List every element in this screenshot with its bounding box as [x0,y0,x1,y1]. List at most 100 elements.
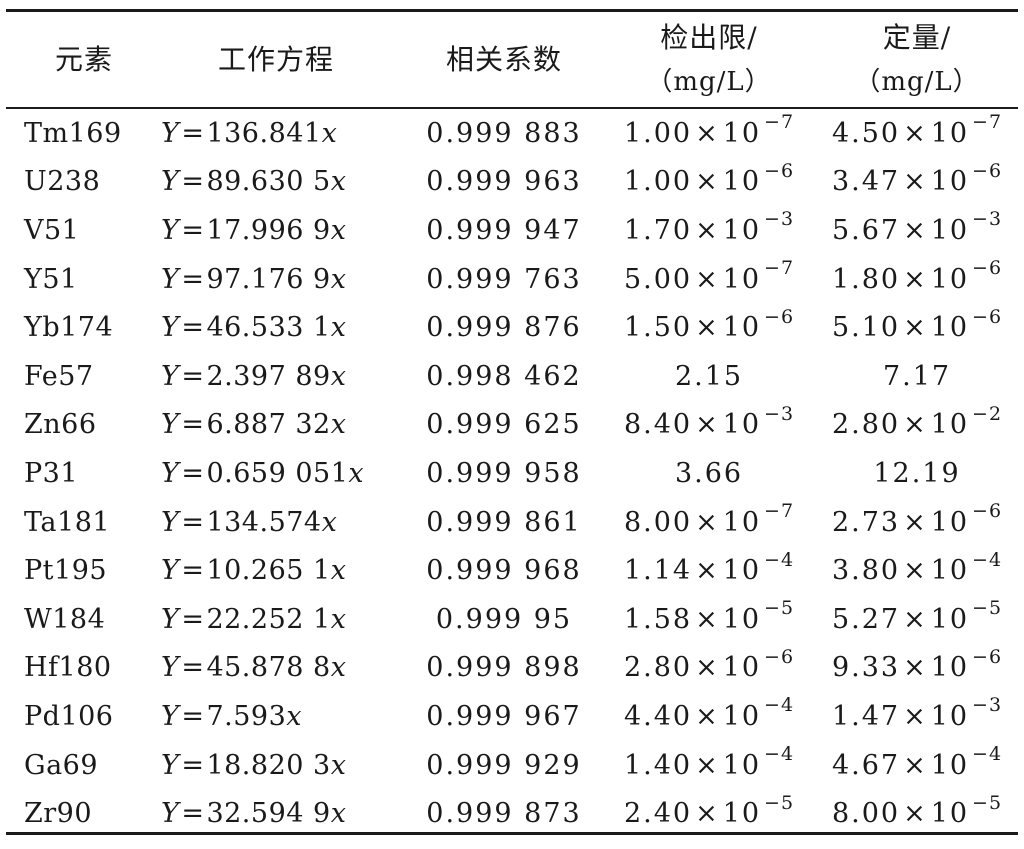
loq-exponent: −6 [972,159,1003,182]
lod-mantissa: 2.80 [623,652,693,684]
lod-exponent: −5 [764,791,795,814]
correlation-cell: 0.999 861 [426,506,582,538]
correlation-cell: 0.999 929 [426,749,582,781]
equation-x: x [348,457,365,489]
base-ten: 10 [930,409,970,441]
times-sign: × [903,263,928,295]
equation-x: x [330,360,347,392]
base-ten: 10 [930,263,970,295]
loq-mantissa: 5.27 [831,603,901,635]
loq-exponent: −6 [972,257,1003,280]
times-sign: × [903,312,928,344]
equation-slope: 136.841 [206,117,322,149]
lod-exponent: −6 [764,305,795,328]
base-ten: 10 [930,700,970,732]
lod-cell: 1.00 × 10 −6 [609,158,809,207]
base-ten: 10 [722,214,762,246]
equals-sign: = [181,555,205,587]
lod-mantissa: 4.40 [623,700,693,732]
base-ten: 10 [930,166,970,198]
equals-sign: = [181,603,205,635]
base-ten: 10 [722,749,762,781]
times-sign: × [695,214,720,246]
lod-cell: 1.50 × 10 −6 [609,303,809,352]
times-sign: × [695,506,720,538]
table-row: P31 Y = 0.659 051 x 0.999 958 3.66 12.19 [6,449,1018,498]
loq-mantissa: 8.00 [831,798,901,830]
element-cell: Hf180 [24,652,112,684]
loq-cell: 7.17 [816,352,1018,401]
equals-sign: = [181,700,205,732]
loq-mantissa: 12.19 [873,457,961,489]
lod-exponent: −3 [764,402,795,425]
lod-mantissa: 1.00 [623,166,693,198]
times-sign: × [695,652,720,684]
header-lod: 检出限/ （mg/L） [609,12,809,107]
header-correlation: 相关系数 [409,12,599,107]
table-row: U238 Y = 89.630 5 x 0.999 963 1.00 × 10 −6 3.47 × 10… [6,158,1018,207]
correlation-cell: 0.998 462 [426,360,582,392]
lod-mantissa: 2.15 [674,360,744,392]
element-cell: P31 [24,457,79,489]
loq-mantissa: 5.67 [831,214,901,246]
base-ten: 10 [722,798,762,830]
table-row: Hf180 Y = 45.878 8 x 0.999 898 2.80 × 10 −6 9.33 × 1… [6,644,1018,693]
loq-cell: 5.10 × 10 −6 [816,303,1018,352]
lod-cell: 1.58 × 10 −5 [609,595,809,644]
equation-x: x [330,749,347,781]
loq-cell: 8.00 × 10 −5 [816,789,1018,838]
element-cell: Zn66 [24,409,97,441]
correlation-cell: 0.999 883 [426,117,582,149]
lod-cell: 2.15 [609,352,809,401]
times-sign: × [903,506,928,538]
equation-slope: 45.878 8 [206,652,331,684]
equation-slope: 134.574 [206,506,322,538]
lod-exponent: −3 [764,208,795,231]
equation-y: Y [161,798,180,830]
loq-mantissa: 2.73 [831,506,901,538]
lod-cell: 2.40 × 10 −5 [609,789,809,838]
equation-slope: 46.533 1 [206,312,331,344]
lod-mantissa: 1.58 [623,603,693,635]
element-cell: Pt195 [24,555,108,587]
equation-y: Y [161,700,180,732]
table-row: Pt195 Y = 10.265 1 x 0.999 968 1.14 × 10 −4 3.80 × 1… [6,546,1018,595]
lod-cell: 1.14 × 10 −4 [609,546,809,595]
correlation-cell: 0.999 898 [426,652,582,684]
header-equation: 工作方程 [161,12,391,107]
times-sign: × [695,409,720,441]
equation-y: Y [161,555,180,587]
element-cell: Zr90 [24,798,93,830]
correlation-cell: 0.999 958 [426,457,582,489]
base-ten: 10 [930,652,970,684]
lod-cell: 3.66 [609,449,809,498]
correlation-cell: 0.999 95 [435,603,573,635]
table-header-rule [6,107,1018,109]
header-correlation-label: 相关系数 [445,42,562,76]
equation-cell: Y = 7.593 x [161,692,421,741]
loq-cell: 2.73 × 10 −6 [816,498,1018,547]
loq-cell: 1.80 × 10 −6 [816,255,1018,304]
equation-x: x [330,166,347,198]
base-ten: 10 [722,700,762,732]
table-row: Ga69 Y = 18.820 3 x 0.999 929 1.40 × 10 −4 4.67 × 10… [6,741,1018,790]
loq-mantissa: 5.10 [831,312,901,344]
base-ten: 10 [722,263,762,295]
lod-exponent: −7 [764,500,795,523]
equation-x: x [330,214,347,246]
loq-mantissa: 4.50 [831,117,901,149]
equation-slope: 7.593 [206,700,287,732]
equals-sign: = [181,312,205,344]
header-lod-unit: （mg/L） [646,66,772,97]
lod-cell: 1.00 × 10 −7 [609,109,809,158]
lod-mantissa: 8.00 [623,506,693,538]
equation-x: x [330,312,347,344]
loq-cell: 12.19 [816,449,1018,498]
loq-mantissa: 3.80 [831,555,901,587]
equation-slope: 32.594 9 [206,798,331,830]
times-sign: × [695,700,720,732]
table-row: Ta181 Y = 134.574 x 0.999 861 8.00 × 10 −7 2.73 × 10… [6,498,1018,547]
base-ten: 10 [930,214,970,246]
